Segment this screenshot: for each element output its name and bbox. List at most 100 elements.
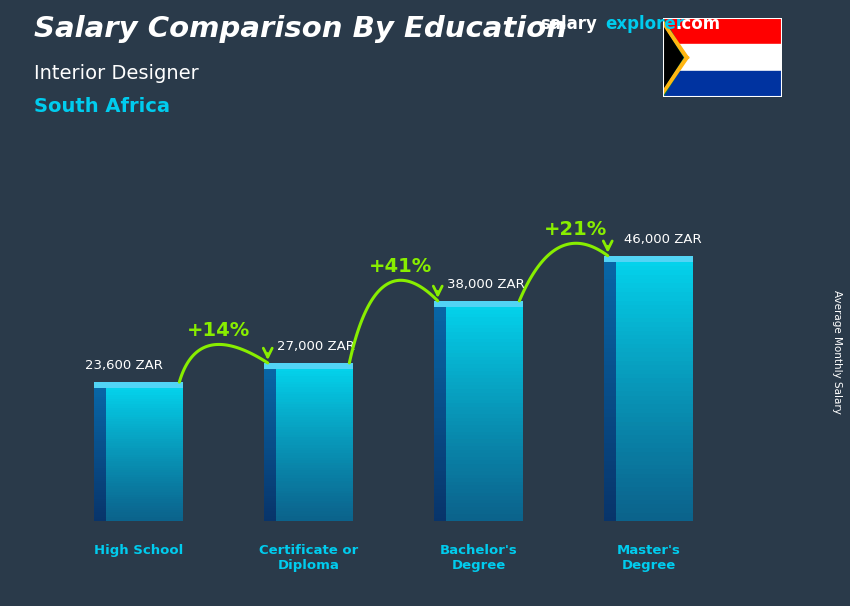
Bar: [94, 457, 106, 459]
Bar: [616, 439, 693, 444]
Bar: [276, 382, 353, 384]
Bar: [446, 385, 523, 389]
Bar: [616, 348, 693, 353]
Bar: [276, 470, 353, 473]
Bar: [616, 301, 693, 305]
Bar: [264, 435, 276, 438]
Bar: [106, 435, 183, 437]
Bar: [276, 430, 353, 432]
Text: .com: .com: [676, 15, 721, 33]
Bar: [276, 498, 353, 501]
Bar: [276, 511, 353, 513]
Bar: [106, 497, 183, 499]
Bar: [604, 452, 616, 456]
Bar: [446, 468, 523, 471]
Bar: [106, 395, 183, 397]
Bar: [446, 489, 523, 493]
Bar: [616, 313, 693, 318]
Bar: [616, 266, 693, 270]
Bar: [276, 369, 353, 371]
Bar: [276, 432, 353, 435]
Bar: [616, 309, 693, 313]
Bar: [446, 507, 523, 510]
Bar: [264, 470, 276, 473]
Bar: [276, 504, 353, 506]
Bar: [434, 461, 446, 464]
Bar: [276, 460, 353, 463]
Bar: [434, 478, 446, 482]
Bar: [276, 445, 353, 447]
Bar: [276, 391, 353, 395]
Bar: [434, 396, 446, 400]
Bar: [434, 310, 446, 314]
Bar: [94, 474, 106, 477]
Bar: [106, 397, 183, 399]
Bar: [276, 371, 353, 374]
Text: 46,000 ZAR: 46,000 ZAR: [624, 233, 701, 246]
Bar: [446, 421, 523, 425]
Bar: [616, 508, 693, 513]
Bar: [446, 346, 523, 350]
Bar: [604, 456, 616, 461]
Bar: [446, 400, 523, 403]
Bar: [106, 468, 183, 470]
Bar: [446, 325, 523, 328]
Bar: [604, 513, 616, 517]
Bar: [434, 410, 446, 414]
Bar: [94, 477, 106, 479]
Bar: [264, 476, 276, 478]
Bar: [94, 459, 106, 461]
Bar: [106, 454, 183, 457]
Bar: [276, 387, 353, 389]
Bar: [446, 442, 523, 446]
Bar: [616, 387, 693, 391]
Bar: [616, 422, 693, 426]
Bar: [604, 517, 616, 521]
Polygon shape: [94, 382, 183, 388]
Bar: [446, 361, 523, 364]
Bar: [434, 378, 446, 382]
Bar: [106, 419, 183, 421]
Bar: [616, 378, 693, 383]
Bar: [106, 444, 183, 445]
Bar: [264, 460, 276, 463]
Bar: [94, 465, 106, 468]
Bar: [616, 499, 693, 504]
Bar: [264, 516, 276, 519]
Bar: [616, 296, 693, 301]
Bar: [604, 444, 616, 448]
Bar: [604, 495, 616, 499]
Text: salary: salary: [540, 15, 597, 33]
Bar: [94, 517, 106, 519]
Bar: [446, 393, 523, 396]
Bar: [604, 288, 616, 292]
Bar: [446, 321, 523, 325]
Bar: [446, 425, 523, 428]
Bar: [106, 481, 183, 484]
Bar: [106, 393, 183, 395]
Bar: [604, 335, 616, 339]
Bar: [94, 406, 106, 408]
Bar: [94, 437, 106, 439]
Bar: [434, 400, 446, 403]
Bar: [106, 417, 183, 419]
Bar: [604, 504, 616, 508]
Bar: [616, 473, 693, 478]
Bar: [446, 331, 523, 335]
Bar: [604, 426, 616, 430]
Bar: [264, 501, 276, 504]
Bar: [276, 379, 353, 382]
Bar: [604, 374, 616, 378]
Bar: [94, 479, 106, 481]
Bar: [276, 465, 353, 468]
Polygon shape: [264, 363, 353, 369]
Bar: [604, 404, 616, 408]
Bar: [264, 389, 276, 391]
Bar: [434, 357, 446, 361]
Bar: [94, 428, 106, 430]
Bar: [616, 465, 693, 469]
Bar: [446, 482, 523, 485]
Bar: [276, 453, 353, 455]
Bar: [94, 421, 106, 424]
Bar: [94, 419, 106, 421]
